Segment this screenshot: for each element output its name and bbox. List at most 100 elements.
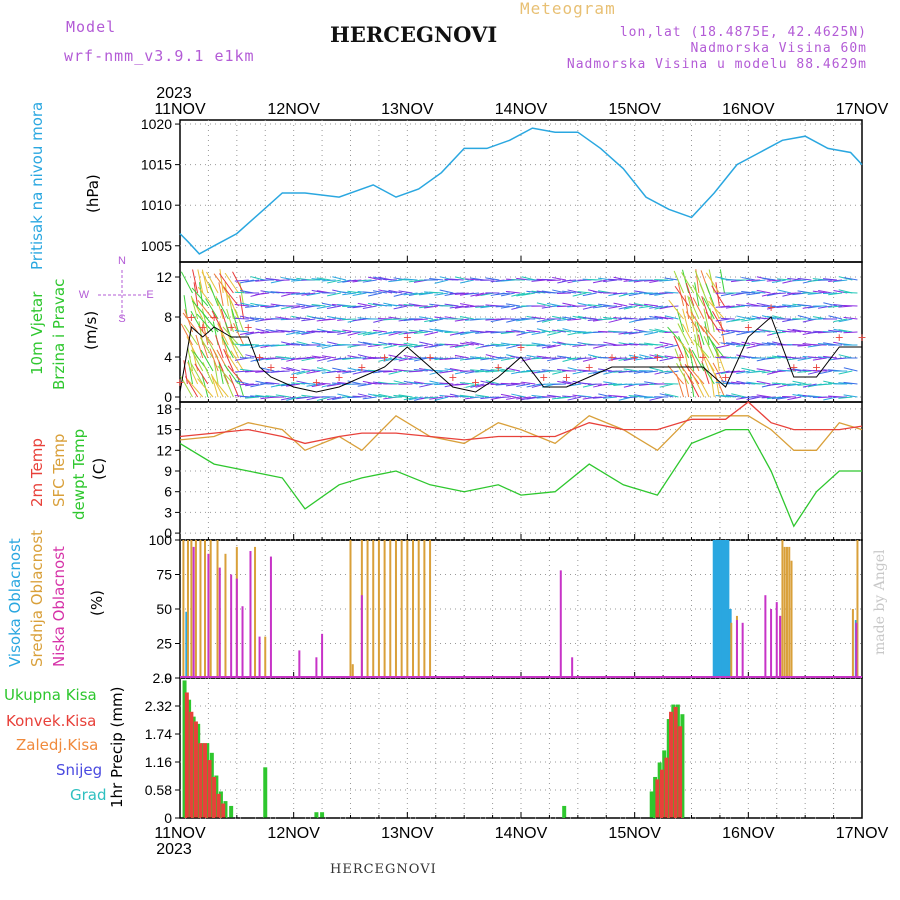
- low_cloud-bar: [360, 595, 363, 678]
- wind-arrow: [326, 383, 341, 387]
- wind-arrow: [182, 312, 199, 333]
- wind-arrow: [199, 282, 204, 307]
- wind-arrow: [413, 369, 428, 372]
- wind-arrow: [807, 331, 822, 334]
- wind-arrow: [720, 321, 725, 346]
- wind-arrow: [708, 300, 725, 320]
- compass-w-label: W: [79, 289, 90, 301]
- wind-arrow: [495, 356, 510, 359]
- wind-arrow: [301, 331, 316, 335]
- wind-arrow: [418, 305, 433, 309]
- wind-arrow: [715, 348, 725, 372]
- wind-arrow: [711, 285, 725, 307]
- wind-arrow: [823, 302, 838, 307]
- wind-arrow: [659, 383, 674, 388]
- wind-arrow: [388, 304, 403, 307]
- wind-arrow: [250, 317, 265, 320]
- cloud-ytick-label: 0: [164, 670, 172, 686]
- wind-arrow: [191, 297, 204, 320]
- wind-gust-marker: +: [857, 331, 866, 344]
- wind-arrow: [454, 344, 469, 348]
- total_precip-bar: [223, 801, 228, 818]
- total_precip-bar: [666, 719, 671, 818]
- wind-arrow: [613, 302, 628, 307]
- wind-arrow: [500, 305, 515, 309]
- wind-arrow: [480, 368, 495, 372]
- mid_cloud-bar: [790, 560, 793, 678]
- wind-gust-marker: +: [266, 361, 275, 374]
- wind-arrow: [577, 357, 592, 360]
- wind-arrow: [311, 278, 326, 281]
- wind-arrow: [218, 282, 224, 307]
- mid_cloud-bar: [349, 540, 352, 678]
- wind-arrow: [465, 341, 480, 346]
- wind-arrow: [291, 342, 306, 346]
- wind-arrow: [202, 313, 219, 333]
- wind-arrow: [291, 292, 306, 295]
- wind-arrow: [592, 279, 607, 284]
- wind-arrow: [403, 331, 418, 335]
- wind-arrow: [597, 318, 612, 321]
- wind-gust-marker: +: [835, 331, 844, 344]
- wind-arrow: [311, 383, 326, 388]
- wind-arrow: [500, 292, 515, 297]
- wind-arrow: [766, 279, 781, 282]
- wind-arrow: [285, 278, 300, 281]
- wind-arrow: [296, 370, 311, 375]
- wind-arrow: [712, 310, 725, 333]
- wind-arrow: [388, 396, 403, 399]
- wind-arrow: [206, 271, 219, 294]
- wind-arrow: [828, 305, 843, 308]
- wind-arrow: [692, 375, 705, 398]
- wind-arrow: [649, 305, 664, 309]
- wind-arrow: [623, 357, 638, 361]
- date-label-top: 11NOV: [154, 101, 206, 118]
- wind-ytick-label: 12: [156, 269, 172, 285]
- wind-arrow: [725, 394, 740, 398]
- wind-arrow: [751, 330, 766, 333]
- total_precip-bar: [218, 791, 223, 818]
- wind-arrow: [687, 375, 700, 398]
- high_cloud-bar: [728, 609, 732, 678]
- wind-arrow: [383, 331, 398, 335]
- wind-arrow: [536, 344, 551, 347]
- legend-hail: Grad: [70, 786, 107, 804]
- wind-arrow: [388, 279, 403, 283]
- wind-arrow: [715, 305, 730, 308]
- mid_cloud-bar: [785, 546, 788, 678]
- wind-arrow: [239, 295, 245, 320]
- wind-arrow: [342, 318, 357, 321]
- wind-arrow: [337, 290, 352, 294]
- wind-arrow: [678, 336, 690, 359]
- wind-arrow: [357, 279, 372, 282]
- wind-arrow: [286, 331, 301, 336]
- wind-arrow: [327, 279, 341, 284]
- wind-arrow: [715, 282, 720, 307]
- wind-arrow: [465, 383, 480, 388]
- wind-arrow: [692, 297, 705, 320]
- wind-arrow: [398, 394, 413, 398]
- wind-arrow: [761, 370, 776, 374]
- wind-arrow: [572, 330, 587, 333]
- wind-arrow: [459, 394, 474, 398]
- conv_precip-bar: [659, 769, 664, 818]
- wind-arrow: [505, 290, 520, 294]
- wind-arrow: [608, 305, 623, 309]
- mid_cloud-bar: [186, 540, 189, 678]
- precip-ytick-label: 0: [164, 810, 172, 826]
- high_cloud-bar: [185, 611, 189, 678]
- wind-arrow: [459, 303, 474, 307]
- wind-arrow: [398, 357, 413, 362]
- wind-arrow: [730, 381, 745, 385]
- wind-arrow: [255, 292, 270, 296]
- wind-arrow: [444, 331, 459, 334]
- wind-arrow: [180, 323, 193, 346]
- wind-arrow: [720, 394, 735, 398]
- wind-arrow: [337, 304, 352, 307]
- wind-arrow: [771, 305, 786, 308]
- wind-arrow: [725, 342, 740, 346]
- wind-arrow: [311, 341, 326, 346]
- wind-arrow: [659, 279, 674, 282]
- wind-arrow: [689, 373, 695, 398]
- mid_cloud-bar: [417, 540, 420, 678]
